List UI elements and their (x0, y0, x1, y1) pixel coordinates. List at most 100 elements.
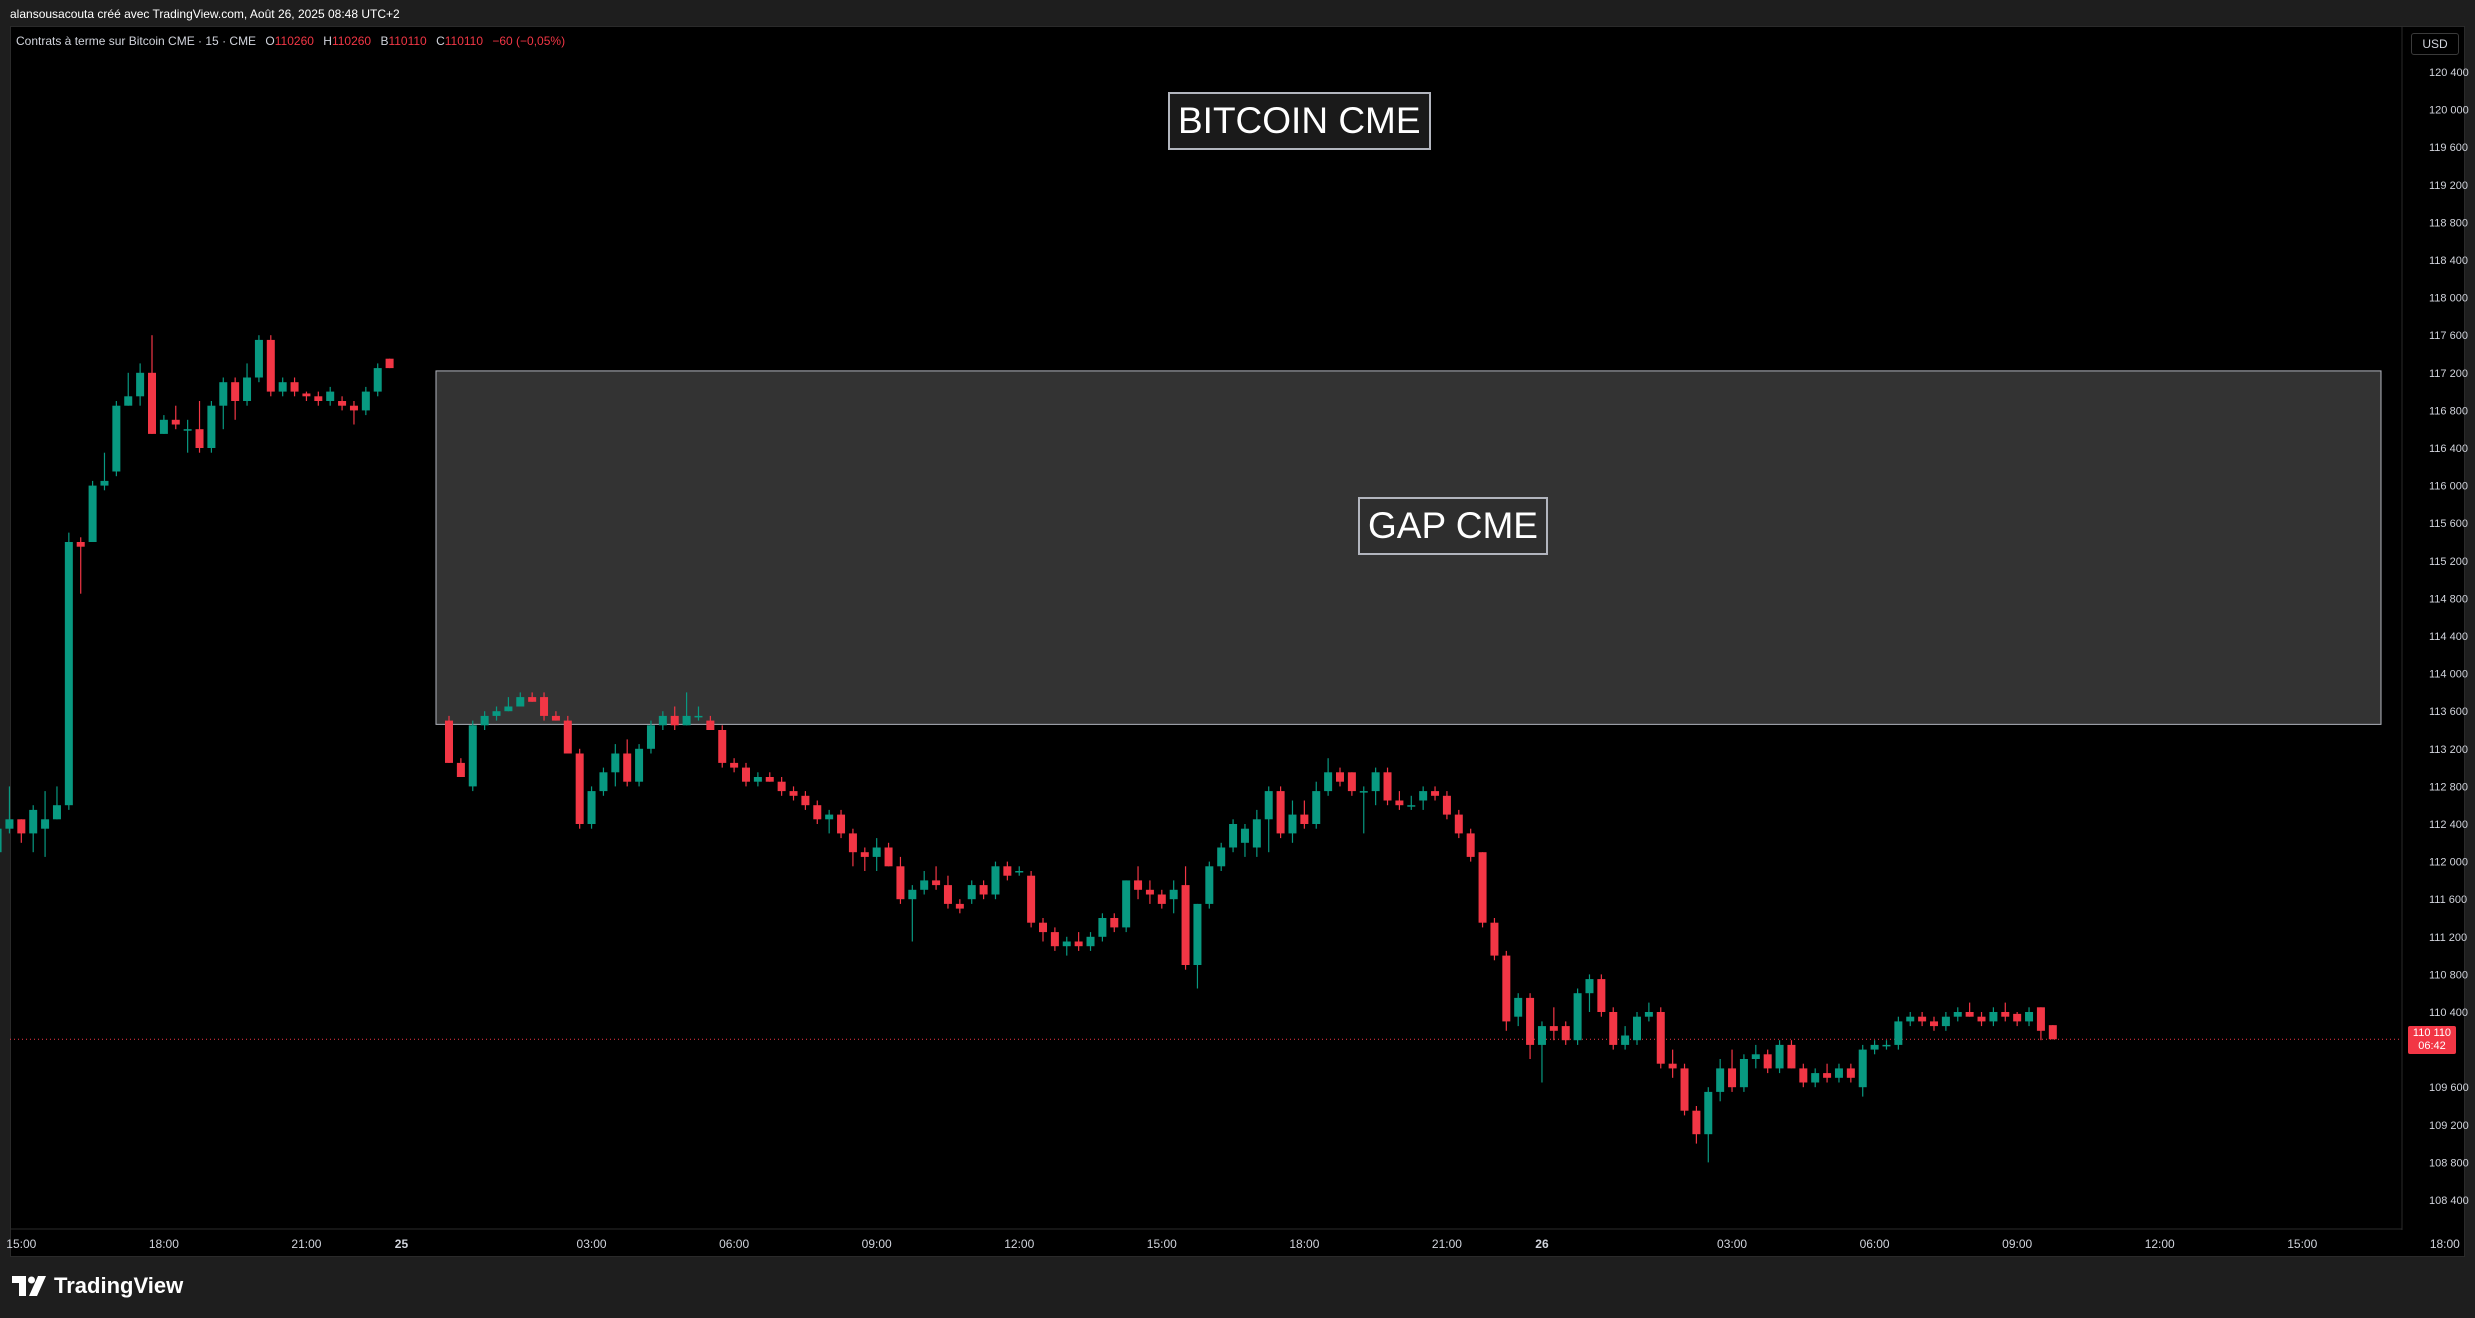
candle (1098, 913, 1107, 942)
candle (777, 777, 786, 796)
y-tick-label: 120 400 (2429, 67, 2469, 79)
candle (1134, 866, 1143, 900)
candle (76, 537, 85, 594)
candle-body (219, 382, 228, 406)
candle-body (979, 885, 988, 895)
y-tick-label: 113 600 (2429, 706, 2468, 718)
candle (1573, 988, 1582, 1045)
x-tick-label: 15:00 (2287, 1237, 2317, 1251)
y-tick-label: 117 600 (2429, 330, 2468, 342)
candle (373, 363, 382, 397)
y-tick-label: 119 600 (2429, 142, 2468, 154)
candle (943, 875, 952, 909)
candle (1787, 1040, 1796, 1069)
candle (848, 828, 857, 867)
candle (5, 786, 14, 834)
candle (1526, 993, 1535, 1059)
y-tick-label: 116 800 (2429, 405, 2468, 417)
candle-body (872, 847, 881, 857)
candle-body (1383, 772, 1392, 801)
candle (1205, 861, 1214, 909)
candle-body (1526, 997, 1535, 1045)
chart-title-label[interactable]: BITCOIN CME (1168, 92, 1431, 150)
candle (1050, 927, 1059, 951)
candle (385, 358, 394, 369)
y-tick-label: 109 600 (2429, 1082, 2469, 1094)
candle (1716, 1059, 1725, 1102)
candle-body (64, 542, 73, 806)
candle (219, 377, 228, 430)
candle-body (254, 339, 263, 378)
candle (326, 386, 335, 406)
candle-body (813, 805, 822, 820)
candle-body (1633, 1016, 1641, 1041)
candle (1704, 1087, 1713, 1163)
candle-body (718, 730, 727, 763)
candle (623, 739, 632, 787)
candle (2001, 1002, 2010, 1022)
candle-body (243, 377, 252, 401)
candle-body (1181, 885, 1190, 965)
candle-body (302, 393, 311, 397)
candle-body (136, 372, 145, 397)
candle-body (52, 805, 61, 820)
candle (1751, 1044, 1760, 1069)
candle-body (1205, 866, 1214, 904)
y-tick-label: 110 400 (2429, 1007, 2468, 1019)
candle (445, 715, 453, 763)
candle (492, 706, 501, 721)
candle (124, 372, 133, 406)
candle (52, 786, 61, 820)
y-tick-label: 115 600 (2429, 518, 2468, 530)
candle-body (801, 795, 810, 806)
y-tick-label: 111 600 (2429, 894, 2467, 906)
candle (896, 856, 905, 904)
candle-body (1324, 772, 1333, 792)
candle-body (1941, 1016, 1950, 1027)
candle (1145, 880, 1154, 904)
gap-cme-label[interactable]: GAP CME (1358, 497, 1548, 555)
candle (587, 786, 596, 829)
candle-body (278, 382, 287, 392)
candle (682, 692, 691, 726)
candle-body (706, 720, 715, 730)
candle (1597, 974, 1606, 1017)
candle (920, 871, 929, 895)
candle (1062, 936, 1071, 956)
candle-body (599, 772, 608, 792)
currency-button[interactable]: USD (2411, 33, 2459, 55)
candle (635, 744, 644, 787)
candle-body (682, 715, 691, 726)
candle-body (1621, 1035, 1630, 1045)
candle (361, 386, 370, 416)
candle (1823, 1063, 1832, 1083)
candle-body (694, 715, 703, 718)
candle (1668, 1049, 1677, 1078)
legend-change: −60 (−0,05%) (492, 34, 566, 48)
candle-body (1217, 847, 1226, 867)
x-tick-label: 18:00 (149, 1237, 179, 1251)
candle-body (1906, 1016, 1915, 1022)
candle-body (17, 819, 26, 834)
legend-open-label: O (265, 34, 275, 48)
candle-body (231, 382, 240, 401)
candle (1371, 767, 1380, 806)
candle (1324, 758, 1333, 796)
legend-low-value: 110110 (388, 34, 427, 48)
candle (183, 419, 192, 453)
candle-body (1074, 941, 1083, 947)
y-tick-label: 112 800 (2429, 781, 2468, 793)
candle (1514, 993, 1523, 1027)
candle-body (468, 725, 477, 787)
candle (504, 697, 513, 712)
candle (1834, 1063, 1843, 1083)
candle-body (789, 791, 798, 796)
tradingview-logo[interactable]: TradingView (12, 1273, 183, 1299)
candle-body (1478, 852, 1487, 923)
candle (932, 866, 941, 890)
candle-body (2036, 1007, 2045, 1031)
candle-body (1537, 1026, 1546, 1045)
candle-body (1003, 866, 1012, 876)
candle (1478, 852, 1487, 928)
